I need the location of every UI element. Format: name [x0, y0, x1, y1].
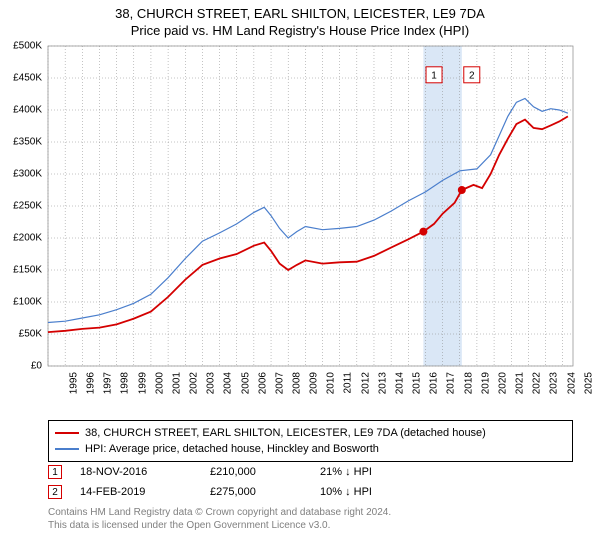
- legend-row: 38, CHURCH STREET, EARL SHILTON, LEICEST…: [55, 425, 566, 441]
- marker-date: 18-NOV-2016: [80, 466, 210, 478]
- xtick-label: 2018: [463, 372, 474, 394]
- marker-badge: 2: [48, 485, 62, 499]
- xtick-label: 2025: [583, 372, 594, 394]
- xtick-label: 2022: [531, 372, 542, 394]
- xtick-label: 2016: [429, 372, 440, 394]
- legend: 38, CHURCH STREET, EARL SHILTON, LEICEST…: [48, 420, 573, 462]
- ytick-label: £300K: [0, 169, 42, 180]
- xtick-label: 2006: [257, 372, 268, 394]
- xtick-label: 2011: [342, 372, 353, 394]
- xtick-label: 1995: [68, 372, 79, 394]
- ytick-label: £50K: [0, 329, 42, 340]
- chart-area: 12 £0£50K£100K£150K£200K£250K£300K£350K£…: [0, 42, 600, 412]
- marker-price: £275,000: [210, 486, 320, 498]
- ytick-label: £250K: [0, 201, 42, 212]
- marker-price: £210,000: [210, 466, 320, 478]
- xtick-label: 2024: [566, 372, 577, 394]
- marker-row: 1 18-NOV-2016 £210,000 21% ↓ HPI: [48, 462, 573, 482]
- title-address: 38, CHURCH STREET, EARL SHILTON, LEICEST…: [0, 6, 600, 21]
- marker-row: 2 14-FEB-2019 £275,000 10% ↓ HPI: [48, 482, 573, 502]
- marker-badge: 1: [48, 465, 62, 479]
- xtick-label: 2003: [206, 372, 217, 394]
- ytick-label: £150K: [0, 265, 42, 276]
- xtick-label: 2008: [291, 372, 302, 394]
- xtick-label: 2017: [446, 372, 457, 394]
- xtick-label: 1996: [85, 372, 96, 394]
- marker-date: 14-FEB-2019: [80, 486, 210, 498]
- svg-text:1: 1: [431, 70, 437, 81]
- xtick-label: 2005: [240, 372, 251, 394]
- xtick-label: 1998: [120, 372, 131, 394]
- footer: Contains HM Land Registry data © Crown c…: [48, 506, 573, 532]
- xtick-label: 2012: [360, 372, 371, 394]
- ytick-label: £0: [0, 361, 42, 372]
- ytick-label: £400K: [0, 105, 42, 116]
- ytick-label: £450K: [0, 73, 42, 84]
- legend-swatch-red: [55, 432, 79, 434]
- marker-table: 1 18-NOV-2016 £210,000 21% ↓ HPI 2 14-FE…: [48, 462, 573, 502]
- marker-pct: 10% ↓ HPI: [320, 486, 480, 498]
- ytick-label: £350K: [0, 137, 42, 148]
- footer-line1: Contains HM Land Registry data © Crown c…: [48, 506, 573, 519]
- svg-text:2: 2: [469, 70, 475, 81]
- xtick-label: 2002: [188, 372, 199, 394]
- xtick-label: 2009: [308, 372, 319, 394]
- marker-pct: 21% ↓ HPI: [320, 466, 480, 478]
- ytick-label: £200K: [0, 233, 42, 244]
- legend-label: HPI: Average price, detached house, Hinc…: [85, 443, 379, 455]
- ytick-label: £500K: [0, 41, 42, 52]
- legend-label: 38, CHURCH STREET, EARL SHILTON, LEICEST…: [85, 427, 486, 439]
- xtick-label: 1999: [137, 372, 148, 394]
- xtick-label: 2013: [377, 372, 388, 394]
- xtick-label: 2007: [274, 372, 285, 394]
- xtick-label: 2020: [497, 372, 508, 394]
- xtick-label: 2023: [549, 372, 560, 394]
- xtick-label: 2019: [480, 372, 491, 394]
- xtick-label: 2004: [223, 372, 234, 394]
- legend-row: HPI: Average price, detached house, Hinc…: [55, 441, 566, 457]
- xtick-label: 2000: [154, 372, 165, 394]
- chart-titles: 38, CHURCH STREET, EARL SHILTON, LEICEST…: [0, 0, 600, 38]
- xtick-label: 2015: [411, 372, 422, 394]
- footer-line2: This data is licensed under the Open Gov…: [48, 519, 573, 532]
- title-subtitle: Price paid vs. HM Land Registry's House …: [0, 23, 600, 38]
- ytick-label: £100K: [0, 297, 42, 308]
- xtick-label: 2021: [514, 372, 525, 394]
- xtick-label: 2014: [394, 372, 405, 394]
- chart-svg: 12: [0, 42, 600, 412]
- legend-swatch-blue: [55, 448, 79, 450]
- xtick-label: 1997: [103, 372, 114, 394]
- xtick-label: 2010: [326, 372, 337, 394]
- xtick-label: 2001: [171, 372, 182, 394]
